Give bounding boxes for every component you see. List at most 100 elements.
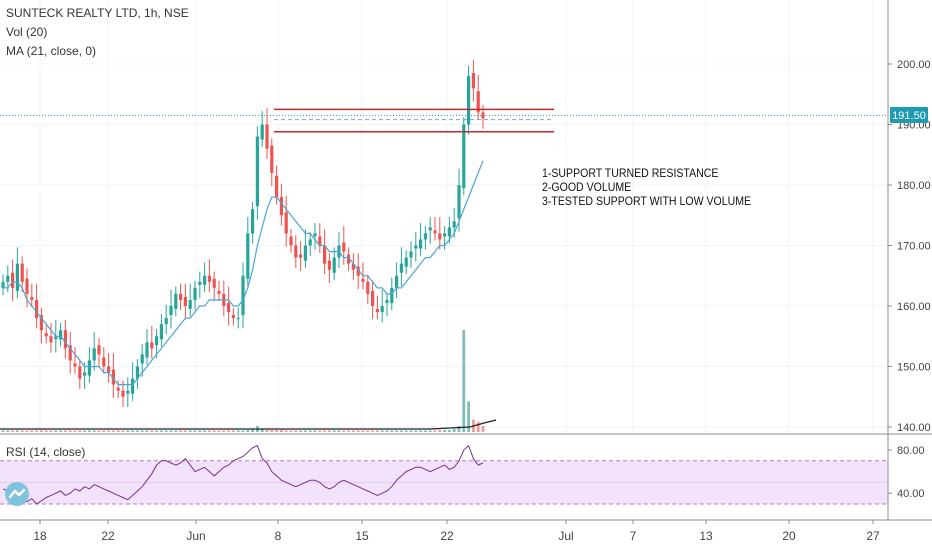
- volume-bar: [112, 430, 115, 432]
- candle-body: [284, 212, 288, 234]
- volume-bar: [332, 430, 336, 432]
- candle-body: [347, 254, 351, 264]
- volume-bar: [476, 421, 480, 432]
- volume-bar: [145, 430, 149, 432]
- volume-bar: [78, 430, 82, 432]
- candle-body: [457, 185, 461, 219]
- candle-body: [351, 263, 355, 270]
- candle-body: [1, 281, 5, 288]
- candle-body: [371, 290, 375, 306]
- volume-bar: [404, 430, 408, 432]
- volume-bar: [328, 430, 331, 432]
- volume-bar: [385, 430, 389, 432]
- ma-line: [3, 160, 484, 386]
- candle-body: [289, 236, 293, 246]
- volume-indicator-label: Vol (20): [6, 25, 48, 39]
- volume-bar: [25, 430, 29, 432]
- time-axis-ticks: 18 22 Jun 8 15 22 Jul 7 13 20 27: [33, 520, 880, 543]
- candle-body: [227, 302, 231, 313]
- price-axis-ticks: 140.00150.00160.00170.00180.00190.00200.…: [888, 59, 931, 434]
- candle-body: [260, 124, 264, 140]
- volume-bar: [97, 430, 101, 432]
- volume-bar: [126, 430, 130, 432]
- candle-body: [303, 245, 307, 261]
- volume-bar: [131, 430, 134, 432]
- candle-body: [299, 254, 303, 258]
- candle-body: [433, 230, 437, 234]
- candle-body: [476, 91, 480, 113]
- volume-bar: [164, 430, 168, 432]
- volume-bar: [251, 428, 254, 432]
- candle-body: [198, 281, 202, 285]
- volume-bar: [352, 430, 355, 432]
- time-tick-label: 8: [275, 529, 282, 543]
- volume-bar: [160, 430, 163, 432]
- candle-body: [193, 287, 197, 300]
- candle-body: [241, 275, 245, 316]
- candle-body: [231, 315, 235, 319]
- candle-body: [179, 293, 183, 300]
- volume-bar: [30, 430, 34, 432]
- volume-bar: [366, 430, 370, 432]
- volume-bar: [481, 425, 485, 432]
- tradingview-logo-icon[interactable]: [5, 482, 29, 506]
- candle-body: [279, 197, 283, 216]
- volume-bar: [179, 430, 182, 432]
- volume-bar: [424, 430, 427, 432]
- rsi-indicator-label: RSI (14, close): [6, 445, 86, 459]
- candle-body: [111, 369, 115, 385]
- candle-body: [150, 342, 154, 349]
- candle-body: [251, 209, 255, 234]
- volume-bar: [6, 430, 10, 432]
- candle-body: [380, 306, 384, 313]
- candle-body: [39, 315, 43, 331]
- volume-bar: [318, 430, 322, 432]
- candle-body: [270, 145, 274, 173]
- candle-body: [217, 290, 221, 294]
- rsi-tick-label: 40.00: [897, 488, 925, 500]
- time-tick-label: 13: [699, 529, 713, 543]
- candle-body: [97, 345, 101, 355]
- volume-bar: [313, 430, 317, 432]
- candle-body: [471, 73, 475, 89]
- volume-bar: [198, 430, 202, 432]
- time-tick-label: Jun: [186, 529, 205, 543]
- candle-body: [419, 239, 423, 249]
- volume-bar: [174, 430, 178, 432]
- candle-body: [20, 263, 24, 282]
- volume-bar: [284, 430, 288, 432]
- volume-bar: [270, 429, 274, 432]
- time-tick-label: 20: [782, 529, 796, 543]
- volume-bar: [443, 429, 446, 432]
- rsi-axis-ticks: 80.00 40.00: [888, 445, 925, 500]
- candle-body: [399, 263, 403, 273]
- candle-body: [409, 251, 413, 258]
- volume-bar: [438, 429, 442, 432]
- time-tick-label: 18: [33, 529, 47, 543]
- candle-body: [68, 345, 72, 361]
- rsi-band-lines: [0, 460, 888, 505]
- volume-bar: [289, 430, 293, 432]
- candle-body: [318, 236, 322, 246]
- candle-body: [87, 360, 91, 376]
- volume-bar: [299, 430, 302, 432]
- volume-bar: [400, 430, 403, 432]
- candle-body: [275, 175, 279, 198]
- time-tick-label: 22: [101, 529, 115, 543]
- volume-bar: [280, 429, 283, 432]
- time-tick-label: 22: [440, 529, 454, 543]
- candle-body: [73, 363, 77, 367]
- volume-bar: [136, 430, 139, 432]
- candle-body: [467, 76, 471, 125]
- volume-bar: [371, 430, 374, 432]
- candle-body: [265, 124, 269, 149]
- candle-body: [308, 239, 312, 246]
- axes: [0, 0, 932, 521]
- candle-body: [438, 233, 442, 240]
- volume-bar: [217, 430, 221, 432]
- candle-body: [59, 330, 63, 340]
- current-price-value: 191.50: [892, 110, 926, 122]
- price-tick-label: 170.00: [897, 241, 931, 253]
- candle-body: [188, 299, 192, 310]
